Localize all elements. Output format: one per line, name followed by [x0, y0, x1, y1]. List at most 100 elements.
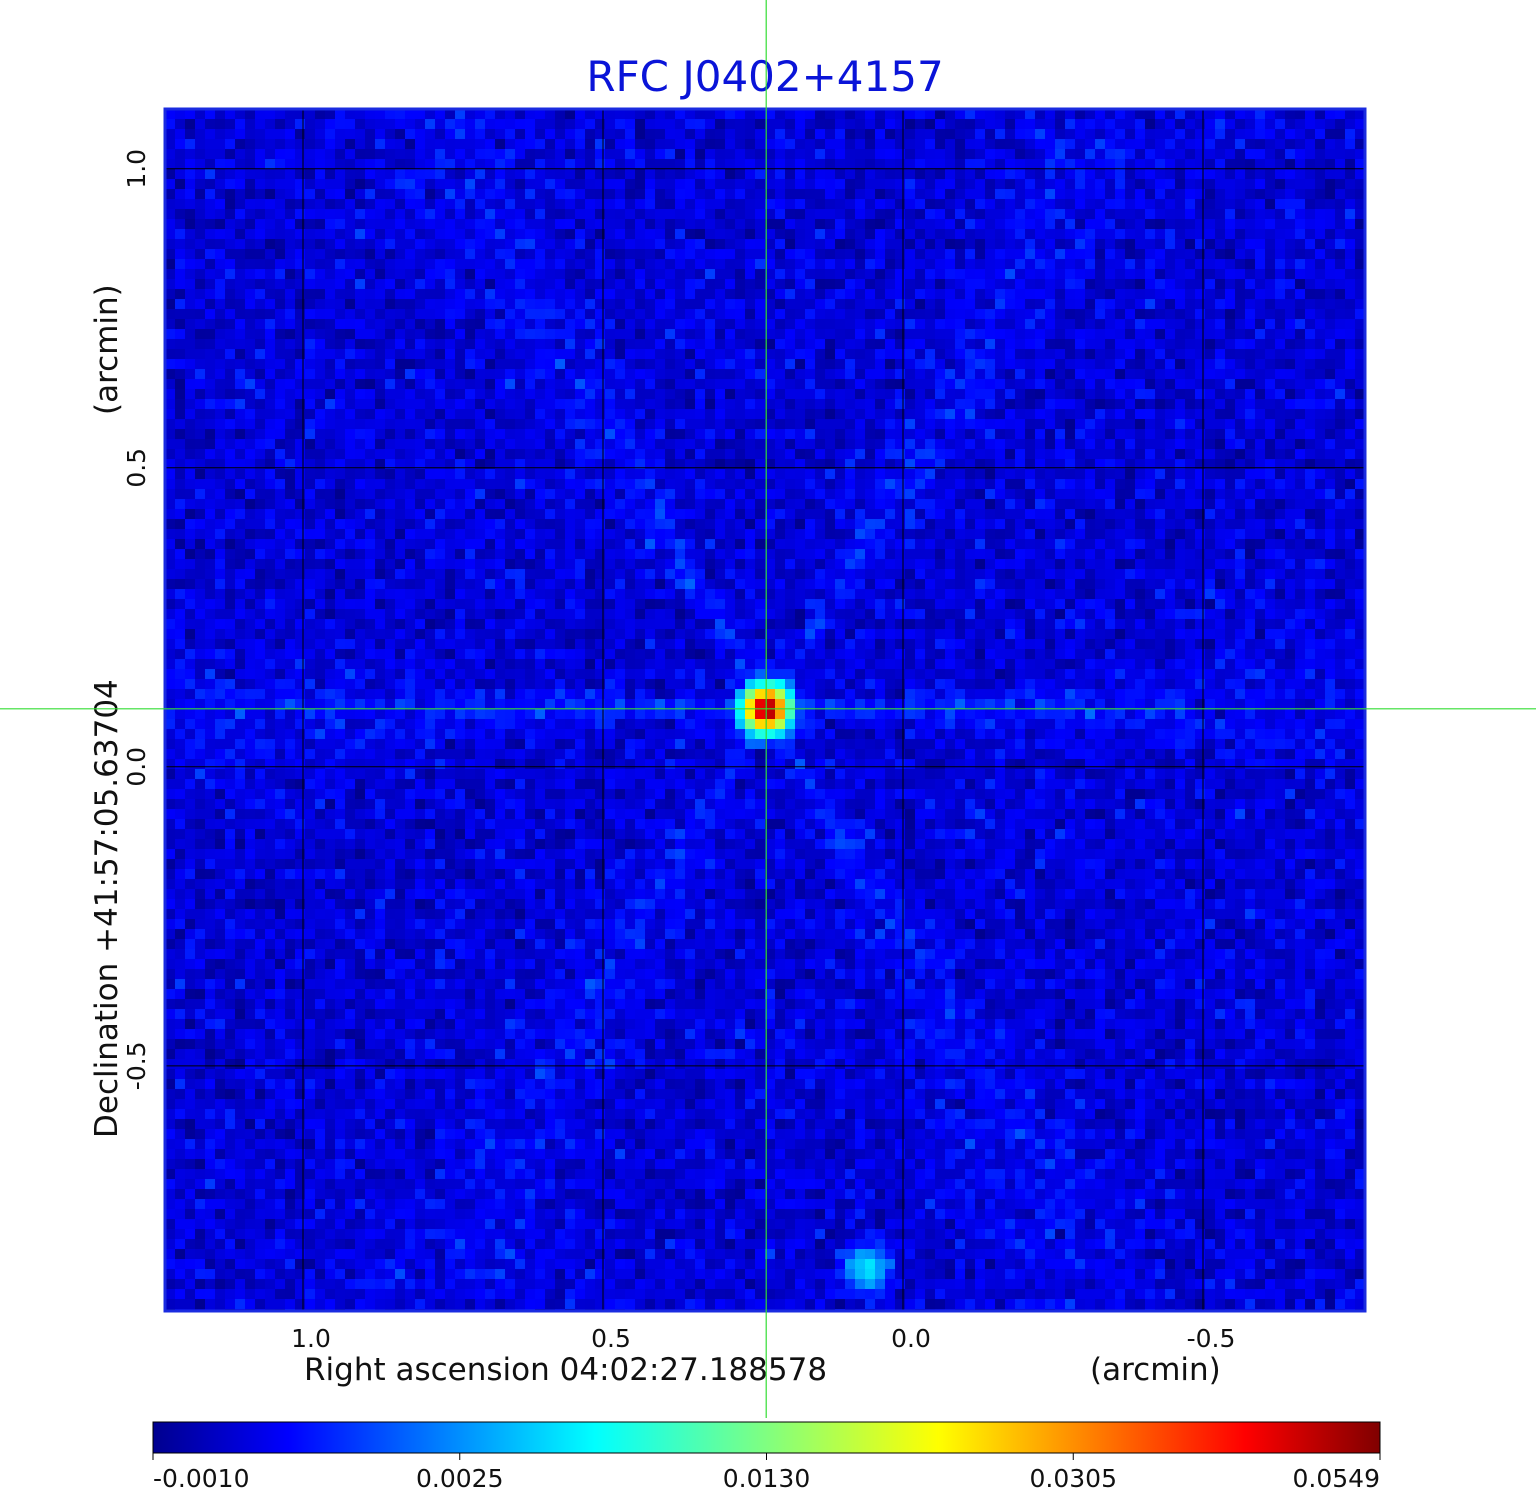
heatmap-cell	[495, 269, 506, 280]
heatmap-cell	[275, 139, 286, 150]
heatmap-cell	[1025, 379, 1036, 390]
heatmap-cell	[1165, 249, 1176, 260]
heatmap-cell	[285, 279, 296, 290]
heatmap-cell	[245, 499, 256, 510]
heatmap-cell	[695, 499, 706, 510]
heatmap-cell	[845, 379, 856, 390]
heatmap-cell	[785, 149, 796, 160]
heatmap-cell	[835, 319, 846, 330]
heatmap-cell	[675, 269, 686, 280]
heatmap-cell	[605, 219, 616, 230]
heatmap-cell	[805, 299, 816, 310]
heatmap-cell	[415, 499, 426, 510]
heatmap-cell	[675, 319, 686, 330]
heatmap-cell	[535, 299, 546, 310]
heatmap-cell	[645, 129, 656, 140]
heatmap-cell	[665, 419, 676, 430]
heatmap-cell	[1155, 219, 1166, 230]
heatmap-cell	[395, 209, 406, 220]
heatmap-cell	[1175, 479, 1186, 490]
heatmap-cell	[1245, 399, 1256, 410]
heatmap-cell	[1175, 219, 1186, 230]
heatmap-cell	[1325, 259, 1336, 270]
heatmap-cell	[1285, 389, 1296, 400]
heatmap-cell	[695, 449, 706, 460]
heatmap-cell	[465, 319, 476, 330]
heatmap-cell	[745, 279, 756, 290]
heatmap-cell	[685, 489, 696, 500]
heatmap-cell	[1325, 479, 1336, 490]
heatmap-cell	[505, 299, 516, 310]
heatmap-cell	[505, 419, 516, 430]
heatmap-cell	[265, 519, 276, 530]
heatmap-cell	[1135, 199, 1146, 210]
heatmap-cell	[1025, 209, 1036, 220]
heatmap-cell	[605, 419, 616, 430]
heatmap-cell	[275, 309, 286, 320]
heatmap-cell	[1205, 339, 1216, 350]
heatmap-cell	[945, 299, 956, 310]
heatmap-cell	[875, 259, 886, 270]
heatmap-cell	[215, 119, 226, 130]
heatmap-cell	[885, 329, 896, 340]
heatmap-cell	[1195, 179, 1206, 190]
heatmap-cell	[215, 349, 226, 360]
heatmap-cell	[725, 439, 736, 450]
heatmap-cell	[765, 319, 776, 330]
heatmap-cell	[755, 319, 766, 330]
heatmap-cell	[995, 479, 1006, 490]
heatmap-cell	[1115, 269, 1126, 280]
heatmap-cell	[165, 409, 176, 420]
heatmap-cell	[1025, 399, 1036, 410]
heatmap-cell	[405, 109, 416, 120]
heatmap-cell	[725, 449, 736, 460]
heatmap-cell	[1115, 419, 1126, 430]
heatmap-cell	[415, 419, 426, 430]
heatmap-cell	[995, 429, 1006, 440]
heatmap-cell	[585, 219, 596, 230]
heatmap-cell	[205, 379, 216, 390]
heatmap-cell	[1195, 109, 1206, 120]
heatmap-cell	[365, 209, 376, 220]
heatmap-cell	[785, 459, 796, 470]
heatmap-cell	[415, 179, 426, 190]
heatmap-cell	[715, 419, 726, 430]
heatmap-cell	[505, 279, 516, 290]
heatmap-cell	[415, 329, 426, 340]
heatmap-cell	[825, 459, 836, 470]
heatmap-cell	[1035, 389, 1046, 400]
heatmap-cell	[955, 429, 966, 440]
heatmap-cell	[255, 189, 266, 200]
heatmap-cell	[545, 249, 556, 260]
heatmap-cell	[995, 349, 1006, 360]
heatmap-cell	[915, 329, 926, 340]
heatmap-cell	[1025, 109, 1036, 120]
heatmap-cell	[1175, 119, 1186, 130]
heatmap-cell	[705, 309, 716, 320]
heatmap-cell	[225, 129, 236, 140]
heatmap-cell	[965, 509, 976, 520]
heatmap-cell	[515, 259, 526, 270]
heatmap-cell	[455, 249, 466, 260]
heatmap-cell	[1275, 139, 1286, 150]
heatmap-cell	[735, 139, 746, 150]
heatmap-cell	[665, 339, 676, 350]
heatmap-cell	[1135, 449, 1146, 460]
heatmap-cell	[425, 319, 436, 330]
heatmap-cell	[1275, 369, 1286, 380]
heatmap-cell	[165, 299, 176, 310]
heatmap-cell	[245, 149, 256, 160]
heatmap-cell	[1065, 349, 1076, 360]
heatmap-cell	[515, 209, 526, 220]
heatmap-cell	[445, 139, 456, 150]
heatmap-cell	[1155, 469, 1166, 480]
heatmap-cell	[615, 119, 626, 130]
heatmap-cell	[475, 169, 486, 180]
heatmap-cell	[445, 249, 456, 260]
heatmap-cell	[1165, 469, 1176, 480]
heatmap-cell	[325, 359, 336, 370]
heatmap-cell	[1265, 259, 1276, 270]
heatmap-cell	[1295, 509, 1306, 520]
heatmap-cell	[495, 219, 506, 230]
heatmap-cell	[735, 479, 746, 490]
